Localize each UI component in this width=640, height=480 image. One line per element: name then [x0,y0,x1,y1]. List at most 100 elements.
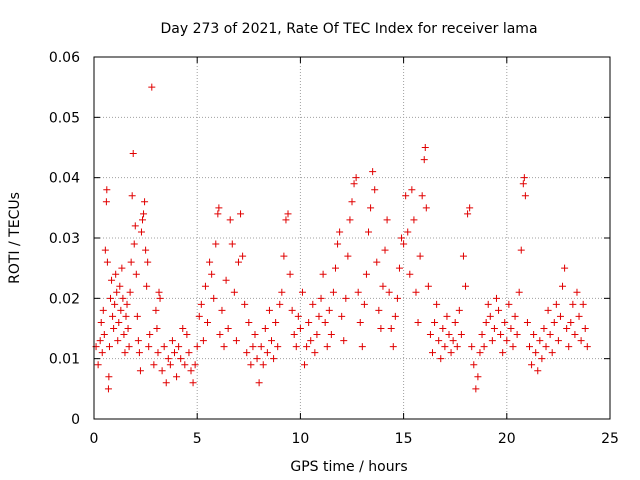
data-point [177,355,185,363]
data-point [311,349,319,357]
data-point [327,331,335,339]
data-point [523,318,531,326]
data-point [137,228,145,236]
data-point [153,325,161,332]
data-point [99,306,107,314]
data-point [150,361,158,369]
data-point [437,355,445,363]
data-point [127,258,135,266]
data-point [414,318,422,326]
data-point [426,331,434,339]
data-point [181,361,189,369]
data-point [360,300,368,308]
data-point [329,288,337,296]
data-point [284,210,292,218]
data-point [315,312,323,320]
y-tick-label: 0.06 [49,50,80,66]
data-point [234,258,242,266]
data-point [379,282,387,290]
data-point [185,349,193,357]
data-point [114,337,122,345]
data-point [375,306,383,314]
data-point [561,264,569,272]
data-point [445,331,453,339]
data-point [538,355,546,363]
data-point [201,282,209,290]
data-point [294,312,302,320]
x-tick-label: 20 [498,431,516,447]
data-point [348,198,356,206]
data-point [482,318,490,326]
data-point [581,325,589,332]
data-point [449,337,457,345]
data-point [356,318,364,326]
data-point [208,270,216,278]
data-point [251,331,259,339]
data-point [526,343,534,351]
data-point [400,240,408,248]
data-point [112,270,120,278]
data-point [131,222,139,230]
data-point [408,186,416,194]
data-point [261,325,269,332]
data-point [395,264,403,272]
data-point [170,349,178,357]
data-point [179,325,187,332]
data-point [222,276,230,284]
data-point [101,246,109,254]
data-point [495,306,503,314]
data-point [455,306,463,314]
data-point [447,349,455,357]
data-point [336,228,344,236]
data-point [290,331,298,339]
data-point [210,294,218,302]
data-point [519,180,527,188]
data-point [129,150,137,158]
data-point [216,331,224,339]
data-point [532,349,540,357]
data-point [398,234,406,242]
data-point [102,198,110,206]
data-point [534,367,542,375]
data-point [307,337,315,345]
data-point [280,252,288,260]
data-point [340,337,348,345]
data-point [158,367,166,375]
data-point [113,288,121,296]
data-point [276,300,284,308]
data-point [166,361,174,369]
y-tick-label: 0 [71,412,80,428]
y-tick-label: 0.02 [49,291,80,307]
data-point [377,325,385,332]
data-point [354,288,362,296]
data-point [265,306,273,314]
data-point [259,361,267,369]
data-point [105,373,113,381]
data-point [319,270,327,278]
x-axis-label: GPS time / hours [290,459,407,475]
data-point [544,306,552,314]
data-point [119,294,127,302]
data-point [212,240,220,248]
y-tick-label: 0.01 [49,352,80,368]
data-point [268,337,276,345]
data-point [173,373,181,381]
data-point [140,210,148,218]
data-point [505,300,513,308]
data-point [577,337,585,345]
data-point [128,192,136,200]
data-point [103,258,111,266]
data-points [92,83,591,393]
data-point [313,331,321,339]
data-point [255,379,263,387]
data-point [247,361,255,369]
data-point [296,325,304,332]
data-point [404,228,412,236]
data-point [245,318,253,326]
data-point [220,343,228,351]
data-point [162,379,170,387]
data-point [237,210,245,218]
data-point [270,355,278,363]
data-point [195,312,203,320]
data-point [424,282,432,290]
